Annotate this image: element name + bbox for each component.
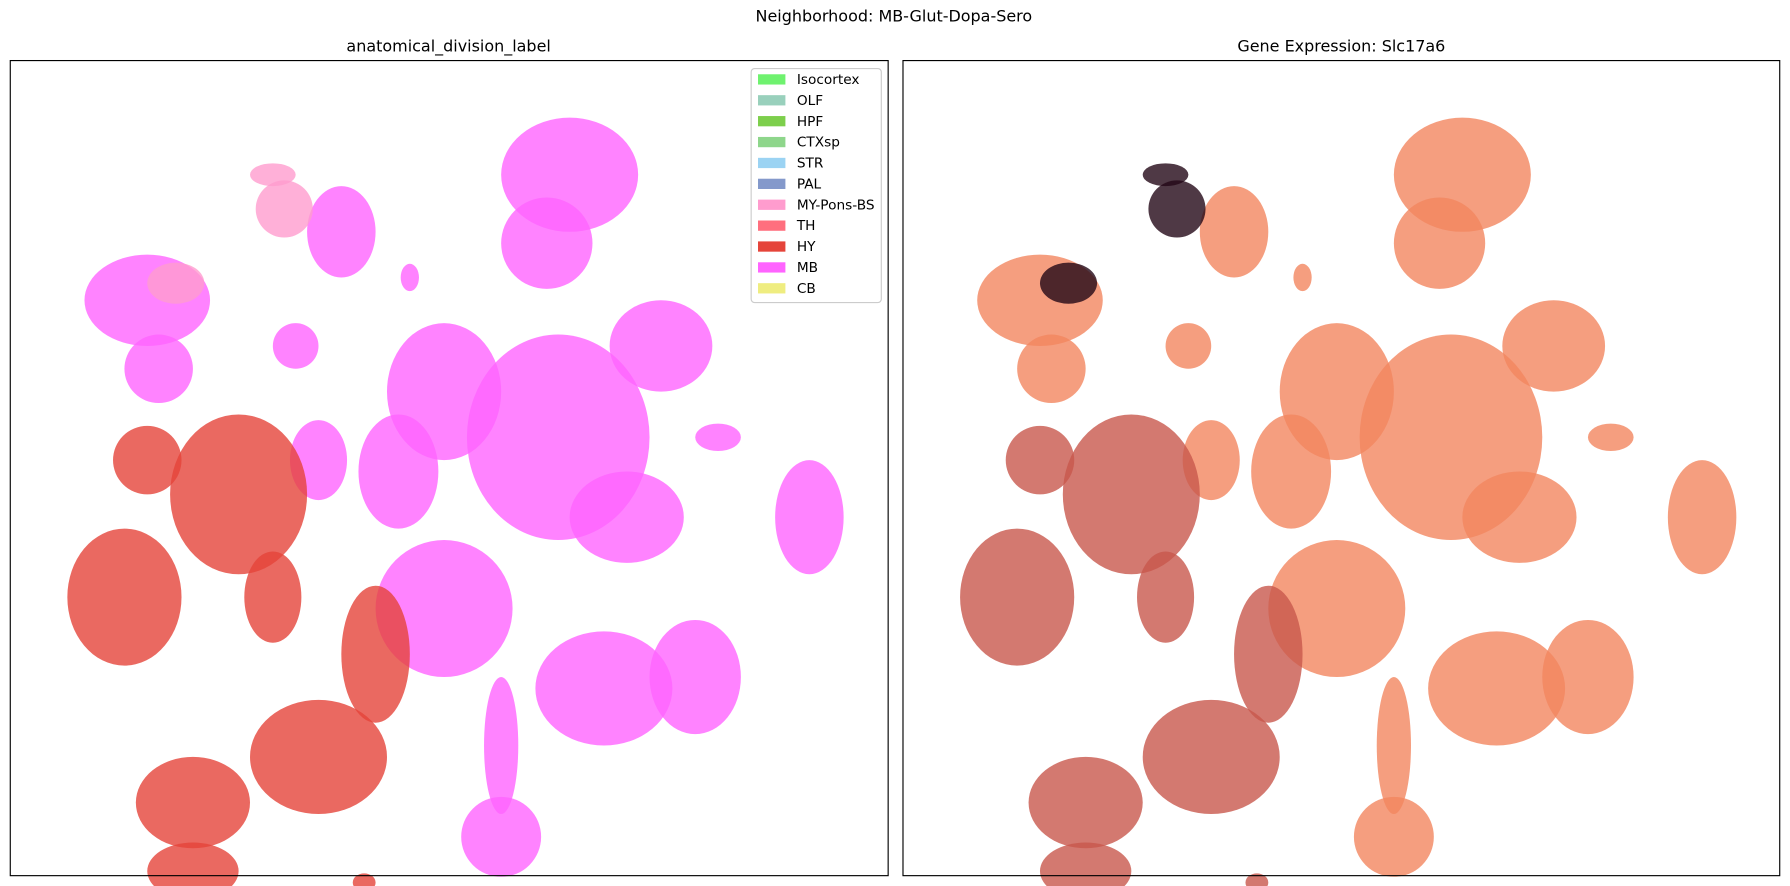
point-cloud bbox=[67, 528, 182, 666]
legend-swatch bbox=[758, 74, 786, 85]
point-cloud bbox=[375, 540, 513, 678]
legend-swatch bbox=[758, 116, 786, 127]
panel-title: Gene Expression: Slc17a6 bbox=[1237, 36, 1445, 55]
point-cloud bbox=[1462, 471, 1577, 563]
point-cloud bbox=[124, 334, 193, 404]
point-cloud bbox=[1039, 842, 1132, 886]
point-cloud bbox=[307, 186, 376, 278]
legend-label: Isocortex bbox=[797, 72, 860, 88]
point-cloud bbox=[1142, 699, 1280, 815]
point-cloud bbox=[1667, 460, 1737, 575]
legend-label: PAL bbox=[797, 176, 822, 192]
point-cloud bbox=[244, 551, 302, 643]
point-cloud bbox=[461, 796, 542, 877]
panel-title: anatomical_division_label bbox=[346, 36, 550, 56]
legend-swatch bbox=[758, 178, 786, 189]
point-cloud bbox=[358, 414, 439, 529]
point-cloud bbox=[1268, 540, 1406, 678]
legend-swatch bbox=[758, 136, 786, 148]
point-cloud bbox=[1005, 425, 1075, 495]
point-cloud bbox=[1039, 262, 1098, 304]
point-cloud bbox=[147, 262, 205, 304]
point-cloud bbox=[484, 677, 519, 815]
point-cloud bbox=[775, 460, 844, 575]
point-cloud bbox=[960, 528, 1075, 666]
legend-label: TH bbox=[796, 218, 816, 234]
point-cloud bbox=[1293, 263, 1312, 292]
point-cloud bbox=[535, 631, 673, 746]
point-cloud bbox=[1245, 873, 1269, 886]
panel-frame bbox=[902, 59, 1781, 877]
point-cloud bbox=[147, 842, 239, 886]
point-cloud bbox=[1393, 197, 1486, 289]
point-cloud bbox=[1017, 334, 1086, 404]
legend-swatch bbox=[758, 241, 786, 252]
panel-frame bbox=[9, 59, 889, 877]
point-cloud bbox=[1165, 323, 1212, 369]
legend-swatch bbox=[758, 262, 786, 273]
point-cloud bbox=[1028, 756, 1143, 849]
point-cloud bbox=[609, 300, 713, 392]
point-cloud bbox=[113, 425, 182, 495]
legend-swatch bbox=[758, 199, 786, 210]
legend-swatch bbox=[758, 157, 786, 169]
point-cloud bbox=[501, 197, 593, 289]
point-cloud bbox=[1137, 551, 1195, 643]
point-cloud bbox=[1148, 180, 1206, 238]
legend-swatch bbox=[758, 283, 786, 294]
point-cloud bbox=[272, 323, 319, 369]
point-cloud bbox=[1353, 796, 1434, 877]
point-cloud bbox=[1251, 414, 1332, 529]
point-cloud bbox=[250, 163, 296, 187]
point-cloud bbox=[250, 699, 387, 815]
point-cloud bbox=[1199, 186, 1269, 278]
legend-label: MY-Pons-BS bbox=[797, 197, 875, 213]
legend-label: CTXsp bbox=[797, 135, 840, 151]
legend-label: HY bbox=[797, 239, 816, 255]
point-cloud bbox=[569, 471, 684, 563]
point-cloud bbox=[1587, 423, 1634, 451]
point-cloud bbox=[1542, 619, 1634, 735]
point-cloud bbox=[1428, 631, 1566, 746]
point-cloud bbox=[170, 414, 308, 575]
point-cloud bbox=[1062, 414, 1200, 575]
legend: Isocortex OLF HPF CTXsp STR PAL MY-Pons-BS TH HY… bbox=[750, 67, 882, 304]
point-cloud bbox=[341, 585, 410, 723]
legend-label: OLF bbox=[797, 93, 823, 109]
legend-swatch bbox=[758, 95, 786, 106]
point-cloud bbox=[649, 619, 741, 735]
point-cloud bbox=[1502, 300, 1606, 392]
legend-label: CB bbox=[797, 281, 816, 297]
point-cloud bbox=[1234, 585, 1303, 723]
point-cloud bbox=[352, 873, 376, 886]
point-cloud bbox=[1376, 677, 1411, 815]
legend-label: STR bbox=[797, 156, 824, 172]
point-cloud bbox=[400, 263, 419, 292]
point-cloud bbox=[255, 180, 313, 238]
point-cloud bbox=[135, 756, 251, 849]
point-cloud bbox=[695, 423, 741, 451]
legend-label: HPF bbox=[797, 114, 824, 130]
legend-swatch bbox=[758, 220, 786, 231]
figure-title: Neighborhood: MB-Glut-Dopa-Sero bbox=[756, 7, 1033, 26]
point-clouds bbox=[67, 117, 1737, 886]
point-cloud bbox=[1142, 163, 1189, 187]
legend-label: MB bbox=[797, 260, 818, 276]
